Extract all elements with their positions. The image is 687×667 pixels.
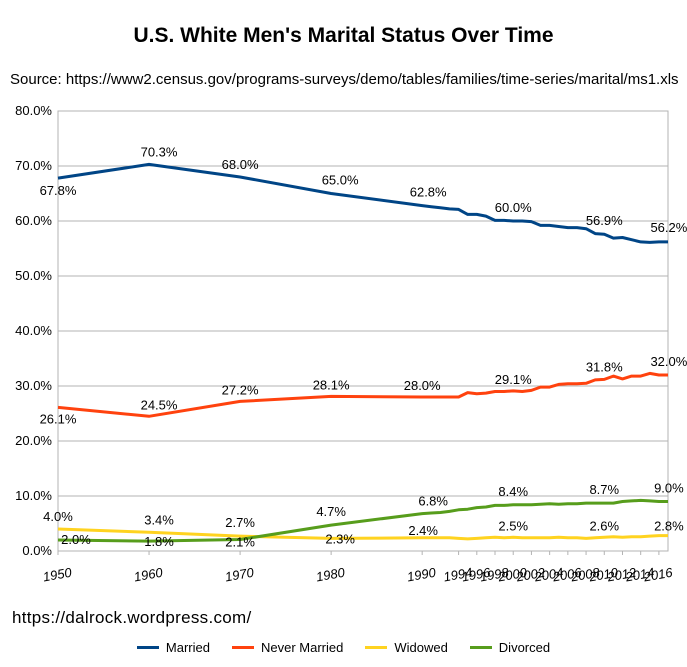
x-tick-label: 2000 [496, 565, 529, 585]
legend-swatch-widowed [365, 646, 388, 649]
y-tick-label: 80.0% [15, 103, 52, 118]
y-tick-label: 20.0% [15, 433, 52, 448]
data-label-married: 56.9% [586, 213, 623, 228]
y-tick-label: 10.0% [15, 488, 52, 503]
x-tick-label: 1980 [315, 565, 347, 585]
x-tick-label: 2012 [605, 565, 638, 585]
series-line-never-married [57, 371, 668, 418]
legend: Married Never Married Widowed Divorced [0, 640, 687, 655]
legend-item-married: Married [136, 640, 210, 655]
data-label-widowed: 3.4% [144, 512, 174, 527]
data-label-married: 70.3% [141, 144, 178, 159]
data-label-never-married: 29.1% [495, 372, 532, 387]
data-label-married: 67.8% [40, 183, 77, 198]
series-layer [57, 162, 668, 543]
x-tick-label: 2016 [642, 565, 675, 585]
data-label-divorced: 2.0% [61, 532, 91, 547]
data-label-married: 60.0% [495, 200, 532, 215]
data-label-never-married: 27.2% [222, 382, 259, 397]
series-line-divorced [57, 498, 668, 543]
legend-item-widowed: Widowed [365, 640, 448, 655]
data-label-widowed: 2.4% [408, 523, 438, 538]
data-label-never-married: 31.8% [586, 359, 623, 374]
data-label-married: 56.2% [650, 220, 687, 235]
data-label-widowed: 2.3% [325, 531, 355, 546]
axis-layer: 0.0% 10.0% 20.0% 30.0% 40.0% 50.0% 60.0% 70.0% 8… [15, 103, 674, 585]
x-tick-label: 2008 [569, 565, 602, 585]
data-label-married: 62.8% [410, 185, 447, 200]
data-label-married: 65.0% [322, 173, 359, 188]
chart-subtitle: Source: https://www2.census.gov/programs… [10, 71, 679, 88]
legend-label-married: Married [165, 640, 210, 655]
legend-swatch-married [136, 646, 159, 649]
x-tick-label: 2006 [551, 565, 584, 585]
y-tick-label: 60.0% [15, 213, 52, 228]
data-label-divorced: 6.8% [418, 494, 448, 509]
legend-label-divorced: Divorced [498, 640, 551, 655]
legend-label-widowed: Widowed [394, 640, 448, 655]
data-label-divorced: 4.7% [316, 504, 346, 519]
legend-swatch-never-married [231, 646, 254, 649]
data-label-never-married: 32.0% [650, 354, 687, 369]
series-line-married [57, 162, 668, 244]
x-tick-label: 2004 [532, 565, 564, 585]
y-tick-label: 40.0% [15, 323, 52, 338]
y-tick-label: 0.0% [22, 543, 52, 558]
data-label-widowed: 2.7% [225, 515, 255, 530]
data-label-divorced: 1.8% [144, 534, 174, 549]
x-tick-label: 1994 [442, 565, 473, 585]
x-tick-label: 1990 [406, 565, 438, 585]
data-label-divorced: 8.7% [589, 482, 619, 497]
data-label-divorced: 9.0% [654, 481, 684, 496]
series-line-widowed [57, 527, 668, 541]
y-tick-label: 70.0% [15, 158, 52, 173]
data-label-never-married: 26.1% [40, 411, 77, 426]
x-tick-label: 1960 [133, 565, 165, 585]
legend-item-never-married: Never Married [231, 640, 344, 655]
data-label-widowed: 2.6% [589, 518, 619, 533]
label-layer: 67.8% 70.3% 68.0% 65.0% 62.8% 60.0% 56.9% 56.2%… [40, 144, 687, 549]
x-tick-label: 2014 [623, 565, 655, 585]
y-tick-label: 30.0% [15, 378, 52, 393]
x-tick-label: 1950 [42, 565, 74, 585]
data-label-never-married: 28.1% [313, 377, 350, 392]
x-tick-label: 2010 [587, 565, 620, 585]
data-label-widowed: 2.8% [654, 519, 684, 534]
plot-border [57, 110, 669, 552]
data-label-divorced: 8.4% [498, 484, 528, 499]
data-label-never-married: 28.0% [404, 378, 441, 393]
grid-layer [57, 110, 669, 552]
watermark-url: https://dalrock.wordpress.com/ [12, 608, 252, 627]
x-tick-label: 1996 [460, 565, 492, 585]
legend-label-never-married: Never Married [260, 640, 344, 655]
legend-item-divorced: Divorced [469, 640, 551, 655]
data-label-widowed: 4.0% [43, 509, 73, 524]
x-tick-label: 1998 [479, 565, 511, 585]
y-tick-label: 50.0% [15, 268, 52, 283]
data-label-never-married: 24.5% [141, 397, 178, 412]
x-tick-label: 1970 [224, 565, 256, 585]
data-label-divorced: 2.1% [225, 534, 255, 549]
data-label-widowed: 2.5% [498, 518, 528, 533]
data-label-married: 68.0% [222, 157, 259, 172]
chart-title: U.S. White Men's Marital Status Over Tim… [133, 24, 554, 47]
x-tick-label: 2002 [514, 565, 547, 585]
legend-swatch-divorced [469, 646, 492, 649]
